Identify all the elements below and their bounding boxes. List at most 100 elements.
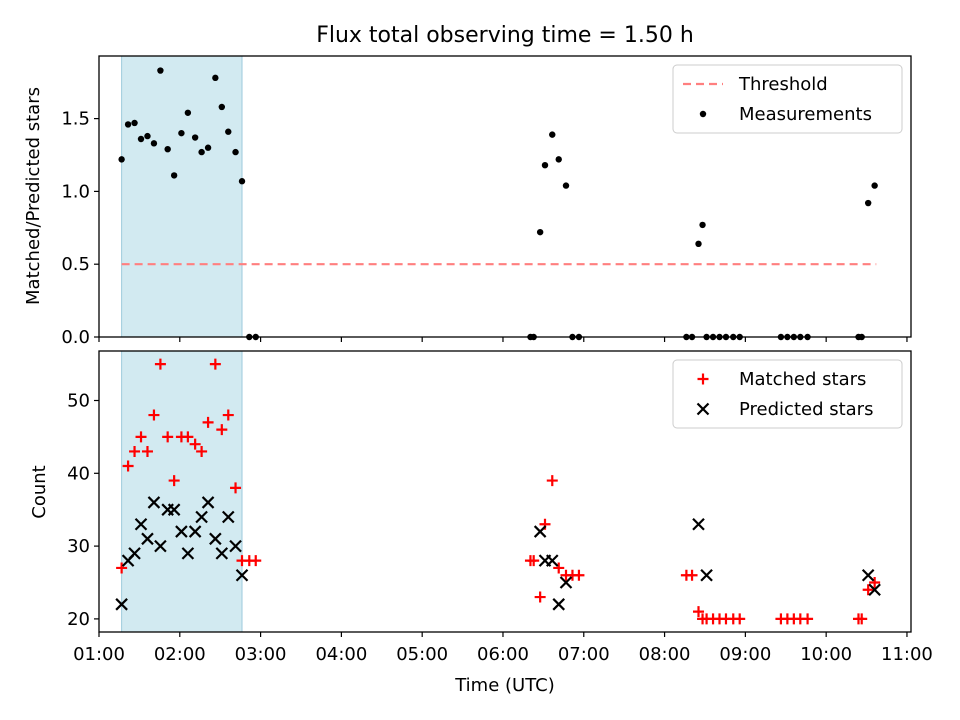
predicted-star-point (141, 532, 154, 546)
predicted-star-point (134, 517, 148, 531)
measurement-point (549, 131, 556, 138)
measurement-point (198, 148, 205, 156)
measurement-point (191, 134, 199, 141)
matched-star-point (141, 445, 153, 457)
x-tick-label: 03:00 (235, 644, 287, 665)
measurement-point (871, 182, 878, 189)
legend-measurement-handle (699, 110, 707, 118)
bottom-xlabel: Time (UTC) (454, 675, 555, 696)
matched-star-point (116, 562, 128, 574)
x-tick-label: 02:00 (154, 644, 206, 665)
bottom-ylabel: Count (29, 465, 50, 518)
x-tick-label: 07:00 (558, 644, 610, 665)
axes-frame (98, 55, 912, 338)
measurement-point (699, 221, 706, 229)
matched-star-point (135, 431, 147, 443)
top-ylabel: Matched/Predicted stars (23, 87, 44, 305)
axes-frame (98, 350, 912, 633)
y-tick-label: 1.5 (61, 109, 90, 130)
y-tick-label: 0.0 (61, 327, 90, 348)
measurement-point (864, 199, 872, 207)
matched-star-point (189, 438, 201, 450)
predicted-star-point (221, 510, 235, 524)
y-tick-label: 20 (67, 609, 90, 630)
x-tick-label: 08:00 (639, 644, 691, 665)
measurement-point (124, 121, 132, 128)
legend-label: Matched stars (739, 369, 866, 390)
predicted-star-point (175, 525, 188, 538)
matched-star-point (209, 358, 221, 370)
measurement-point (131, 119, 138, 127)
predicted-star-point (195, 510, 208, 524)
measurement-point (218, 103, 226, 111)
x-tick-label: 10:00 (800, 644, 852, 665)
legend-predicted-handle (696, 402, 710, 416)
predicted-star-point (235, 568, 249, 582)
matched-star-point (528, 555, 540, 567)
predicted-star-point (154, 539, 167, 553)
measurement-point (157, 67, 164, 74)
x-tick-label: 05:00 (396, 644, 448, 665)
measurement-point (170, 172, 178, 179)
matched-star-point (802, 613, 814, 625)
measurement-point (204, 144, 212, 151)
predicted-star-point (181, 547, 195, 560)
matched-star-point (162, 431, 174, 443)
y-tick-label: 1.0 (61, 181, 90, 202)
measurement-point (137, 135, 145, 143)
measurement-point (562, 182, 570, 189)
x-tick-label: 04:00 (315, 644, 367, 665)
matched-star-point (869, 576, 881, 588)
shaded-region (121, 350, 243, 633)
measurement-point (178, 129, 185, 137)
measurement-point (212, 74, 219, 82)
predicted-star-point (147, 496, 161, 509)
matched-star-point (202, 416, 214, 428)
x-tick-label: 11:00 (881, 644, 933, 665)
x-tick-label: 06:00 (477, 644, 529, 665)
matched-star-point (122, 460, 134, 472)
measurement-point (555, 156, 562, 163)
matched-star-point (154, 358, 166, 370)
measurement-point (695, 240, 702, 248)
measurement-point (238, 178, 246, 185)
predicted-star-point (700, 568, 713, 582)
y-tick-label: 50 (67, 391, 90, 412)
bottom-panel: 20 30 40 50 01:00 02:00 03:00 04:00 05:00 06:00 07… (67, 350, 933, 665)
top-panel: 0.0 0.5 1.0 1.5 Threshold Measurements (61, 55, 912, 348)
predicted-star-point (533, 525, 547, 538)
predicted-star-point (209, 532, 222, 546)
predicted-star-point (552, 598, 566, 611)
y-tick-label: 40 (67, 463, 90, 484)
matched-star-point (734, 613, 746, 625)
matched-star-point (129, 445, 141, 457)
predicted-star-point (559, 576, 573, 589)
legend-label: Predicted stars (739, 399, 873, 420)
y-tick-label: 0.5 (61, 254, 90, 275)
matched-star-point (182, 431, 194, 443)
measurement-point (150, 140, 158, 147)
x-tick-label: 09:00 (719, 644, 771, 665)
predicted-star-point (545, 554, 559, 567)
matched-star-point (216, 424, 228, 436)
measurement-point (144, 132, 151, 140)
y-tick-label: 30 (67, 536, 90, 557)
legend-label: Threshold (738, 74, 828, 95)
matched-star-point (196, 445, 208, 457)
chart-title: Flux total observing time = 1.50 h (316, 23, 694, 48)
legend-box (672, 359, 903, 429)
measurement-point (232, 148, 239, 156)
predicted-star-point (201, 496, 215, 509)
matched-star-point (546, 475, 558, 487)
predicted-star-point (167, 503, 181, 516)
predicted-star-point (861, 568, 875, 582)
predicted-star-point (128, 547, 141, 560)
shaded-region (121, 55, 243, 338)
measurement-point (541, 161, 549, 169)
legend-box (672, 64, 903, 134)
predicted-star-point (868, 583, 881, 597)
matched-star-point (148, 409, 160, 421)
predicted-star-point (215, 547, 229, 560)
legend-label: Measurements (739, 104, 872, 125)
